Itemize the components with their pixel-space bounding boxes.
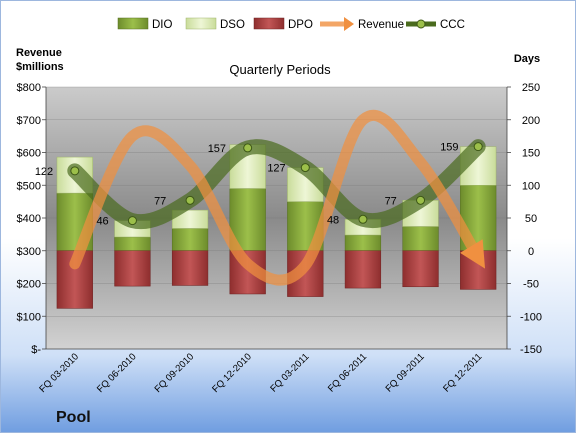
- legend-swatch: [185, 17, 217, 30]
- legend-swatch: [117, 17, 149, 30]
- bar-dio: [344, 234, 382, 251]
- right-tick-label: 200: [522, 115, 540, 127]
- right-tick-label: -150: [520, 344, 542, 356]
- legend-item-revenue: Revenue: [320, 17, 404, 31]
- left-tick-label: $100: [17, 311, 41, 323]
- left-tick-label: $200: [17, 279, 41, 291]
- chart-title: Quarterly Periods: [229, 62, 331, 77]
- right-tick-label: -50: [523, 279, 539, 291]
- legend-label: DSO: [220, 19, 245, 31]
- point-ccc: [358, 214, 368, 224]
- bar-dio: [171, 228, 209, 251]
- legend-label: CCC: [440, 19, 465, 31]
- point-ccc: [185, 195, 195, 205]
- left-tick-label: $400: [17, 213, 41, 225]
- left-tick-label: $800: [17, 82, 41, 94]
- right-tick-label: 0: [528, 246, 534, 258]
- data-labels: 122 46 77 157 127 48 77 159: [35, 142, 459, 228]
- legend-item-ccc: CCC: [406, 19, 465, 31]
- legend-item-dio: DIO: [117, 17, 173, 31]
- point-ccc: [416, 195, 426, 205]
- point-ccc: [243, 143, 253, 153]
- bar-dpo: [114, 250, 151, 287]
- bar-dpo: [344, 250, 382, 289]
- legend-label: DIO: [152, 19, 173, 31]
- left-axis-title-line2: $millions: [16, 61, 64, 73]
- right-tick-label: 100: [522, 180, 540, 192]
- data-label-ccc: 77: [385, 195, 397, 207]
- bar-dpo: [171, 250, 209, 286]
- data-label-ccc: 48: [327, 214, 339, 226]
- left-tick-label: $-: [31, 344, 41, 356]
- legend-item-dso: DSO: [185, 17, 245, 31]
- data-label-ccc: 122: [35, 166, 53, 178]
- data-label-ccc: 157: [208, 143, 226, 155]
- bar-dio: [114, 236, 151, 251]
- bar-dpo: [402, 250, 439, 288]
- legend: DIO DSO DPO Revenue CCC: [117, 17, 465, 31]
- point-ccc: [70, 166, 80, 176]
- right-tick-label: 150: [522, 148, 540, 160]
- left-tick-label: $600: [17, 148, 41, 160]
- legend-arrowhead: [344, 17, 354, 31]
- right-tick-label: 50: [525, 213, 537, 225]
- point-ccc: [300, 163, 310, 173]
- data-label-ccc: 46: [96, 216, 108, 228]
- right-tick-label: -100: [520, 311, 542, 323]
- series-line-ccc: [67, 139, 486, 230]
- left-tick-label: $500: [17, 180, 41, 192]
- series-lines: [67, 109, 486, 286]
- data-label-ccc: 77: [154, 195, 166, 207]
- company-name: Pool: [56, 409, 91, 426]
- legend-label: DPO: [288, 19, 313, 31]
- bar-dio: [402, 226, 439, 251]
- data-label-ccc: 159: [440, 142, 458, 154]
- left-axis-title-line1: Revenue: [16, 47, 62, 59]
- legend-swatch: [253, 17, 285, 30]
- legend-item-dpo: DPO: [253, 17, 313, 31]
- point-ccc: [473, 142, 483, 152]
- right-axis-title: Days: [514, 53, 540, 65]
- right-tick-label: 250: [522, 82, 540, 94]
- series-line-revenue: [69, 109, 486, 286]
- point-ccc: [127, 216, 137, 226]
- data-label-ccc: 127: [267, 163, 285, 175]
- legend-marker: [416, 19, 426, 29]
- legend-label: Revenue: [358, 19, 404, 31]
- left-tick-label: $700: [17, 115, 41, 127]
- left-tick-label: $300: [17, 246, 41, 258]
